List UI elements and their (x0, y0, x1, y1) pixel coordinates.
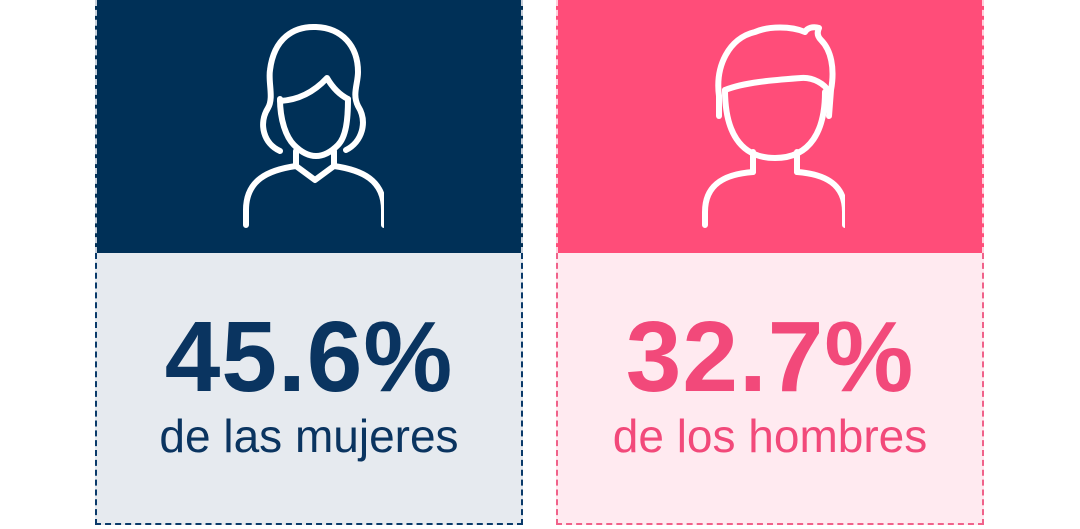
women-stat-card: 45.6% de las mujeres (95, 0, 523, 525)
men-percent-label: de los hombres (612, 410, 928, 462)
woman-avatar-icon (234, 20, 384, 230)
women-icon-panel (95, 0, 523, 253)
men-percent-value: 32.7% (625, 301, 915, 413)
women-percent-label: de las mujeres (159, 410, 459, 462)
men-icon-panel (556, 0, 984, 253)
man-avatar-icon (695, 20, 845, 230)
women-stat-panel (95, 253, 523, 525)
men-stat-card: 32.7% de los hombres (556, 0, 984, 525)
women-percent-value: 45.6% (164, 301, 454, 413)
men-stat-panel (556, 253, 984, 525)
